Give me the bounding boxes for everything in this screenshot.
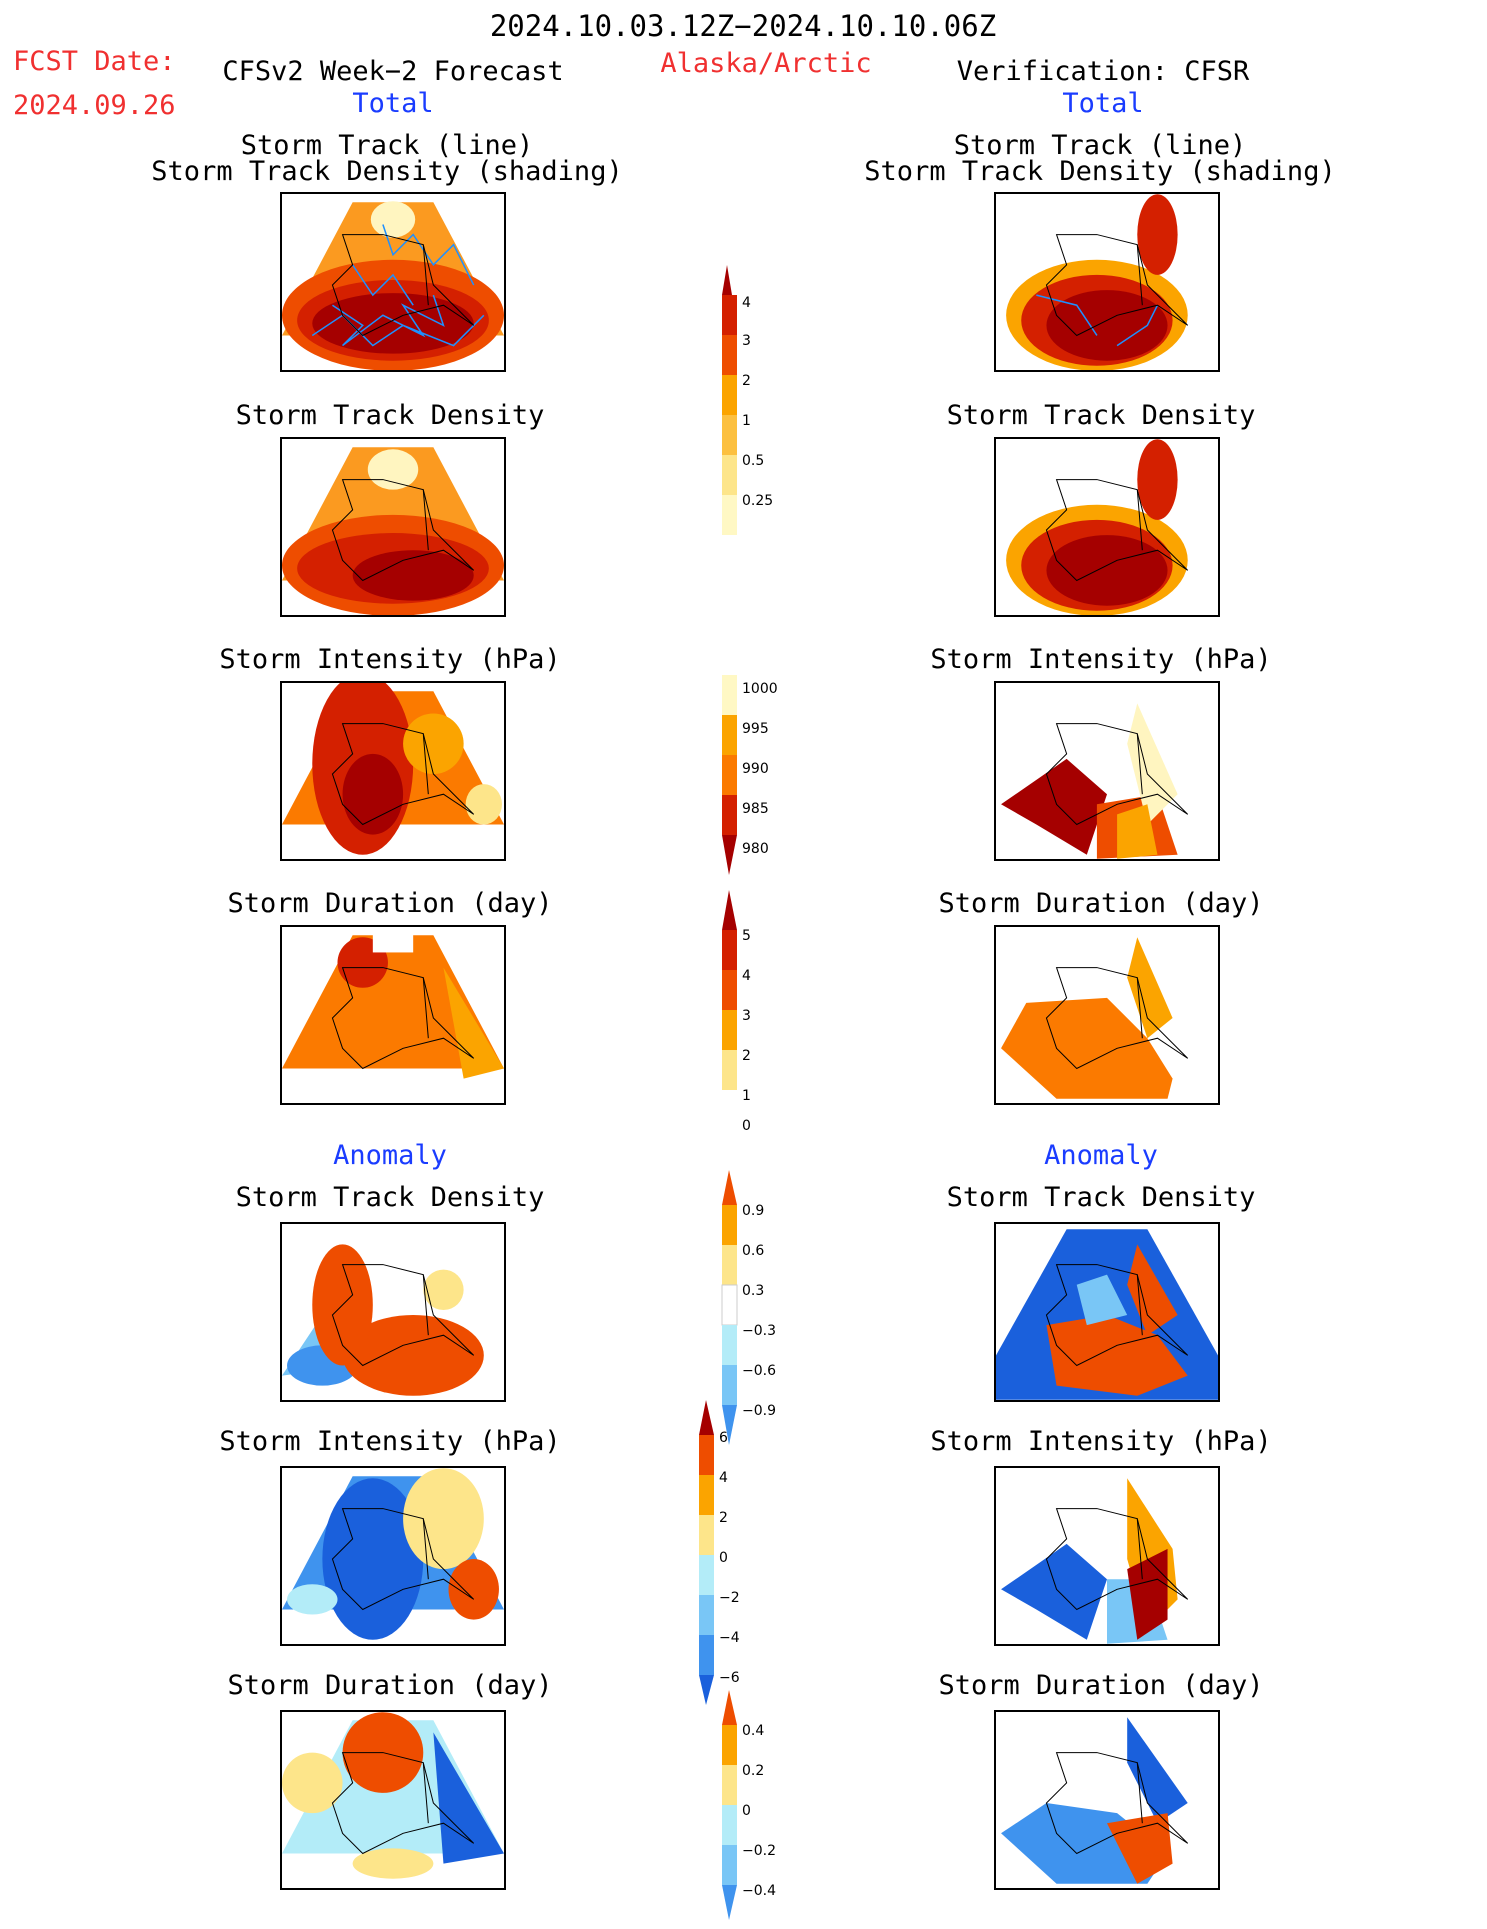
title-anom-intensity-right: Storm Intensity (hPa): [930, 1426, 1272, 1457]
cbar-label: 4: [742, 295, 751, 311]
cbar-label: 0: [742, 1118, 751, 1134]
cbar-label: 0.2: [742, 1763, 764, 1779]
map-verif-duration: [994, 925, 1220, 1105]
cbar-label: 0.5: [742, 453, 764, 469]
title-density-right: Storm Track Density: [946, 400, 1256, 431]
map-forecast-intensity: [280, 681, 506, 861]
title-anom-density-right: Storm Track Density: [946, 1182, 1256, 1213]
map-verif-density: [994, 437, 1220, 617]
cbar-label: 2: [742, 373, 751, 389]
cbar-label: 1: [742, 413, 751, 429]
cbar-label: 0.4: [742, 1723, 764, 1739]
time-range: 2024.10.03.12Z−2024.10.10.06Z: [489, 9, 997, 43]
cbar-label: 1000: [742, 681, 778, 697]
cbar-label: 995: [742, 721, 769, 737]
title-intensity-left: Storm Intensity (hPa): [219, 644, 561, 675]
map-forecast-anom-duration: [280, 1710, 506, 1890]
title-anom-density-left: Storm Track Density: [235, 1182, 545, 1213]
map-verif-track: [994, 192, 1220, 372]
title-track-shading-left: Storm Track Density (shading): [151, 156, 623, 187]
map-verif-anom-density: [994, 1222, 1220, 1402]
region-label: Alaska/Arctic: [660, 48, 872, 79]
map-verif-anom-duration: [994, 1710, 1220, 1890]
map-forecast-anom-intensity: [280, 1466, 506, 1646]
map-forecast-density: [280, 437, 506, 617]
colorbar-duration-total: 5 4 3 2 1 0: [722, 890, 812, 1134]
cbar-label: −0.2: [742, 1843, 776, 1859]
cbar-label: 0.25: [742, 493, 773, 509]
cbar-label: 3: [742, 1008, 751, 1024]
cbar-label: 2: [742, 1048, 751, 1064]
fcst-date-value: 2024.09.26: [13, 90, 176, 121]
map-forecast-anom-density: [280, 1222, 506, 1402]
cbar-label: −2: [719, 1590, 740, 1606]
title-density-left: Storm Track Density: [235, 400, 545, 431]
verification-title: Verification: CFSR: [956, 56, 1250, 87]
cbar-label: 0: [742, 1803, 751, 1819]
title-anom-duration-left: Storm Duration (day): [227, 1670, 553, 1701]
cbar-label: 1: [742, 1088, 751, 1104]
cbar-label: 985: [742, 801, 769, 817]
colorbar-duration-anom: 0.4 0.2 0 −0.2 −0.4: [722, 1690, 812, 1929]
map-forecast-duration: [280, 925, 506, 1105]
forecast-title: CFSv2 Week−2 Forecast: [222, 56, 564, 87]
title-duration-left: Storm Duration (day): [227, 888, 553, 919]
title-track-shading-right: Storm Track Density (shading): [864, 156, 1336, 187]
cbar-label: −0.4: [742, 1883, 776, 1899]
colorbar-density-total: 4 3 2 1 0.5 0.25: [722, 265, 812, 549]
cbar-label: 980: [742, 841, 769, 857]
cbar-label: −0.9: [742, 1403, 776, 1419]
cbar-label: 5: [742, 928, 751, 944]
cbar-label: 2: [719, 1510, 728, 1526]
verification-total-label: Total: [1062, 88, 1144, 119]
title-intensity-right: Storm Intensity (hPa): [930, 644, 1272, 675]
cbar-label: 0.6: [742, 1243, 764, 1259]
cbar-label: 0: [719, 1550, 728, 1566]
cbar-label: −0.3: [742, 1323, 776, 1339]
colorbar-intensity-total: 1000 995 990 985 980: [722, 675, 812, 919]
cbar-label: −6: [719, 1670, 740, 1686]
cbar-label: 4: [719, 1470, 728, 1486]
title-track-line-left: Storm Track (line): [240, 130, 534, 161]
colorbar-intensity-anom: 6 4 2 0 −2 −4 −6: [699, 1400, 789, 1714]
title-anom-duration-right: Storm Duration (day): [938, 1670, 1264, 1701]
cbar-label: 990: [742, 761, 769, 777]
colorbar-density-anom: 0.9 0.6 0.3 −0.3 −0.6 −0.9: [721, 1170, 812, 1454]
cbar-label: 3: [742, 333, 751, 349]
cbar-label: 0.3: [742, 1283, 764, 1299]
map-forecast-track: [280, 192, 506, 372]
fcst-date-label: FCST Date:: [13, 46, 176, 77]
cbar-label: −4: [719, 1630, 740, 1646]
forecast-total-label: Total: [352, 88, 434, 119]
cbar-label: 6: [719, 1430, 728, 1446]
anomaly-label-left: Anomaly: [333, 1140, 447, 1171]
map-verif-anom-intensity: [994, 1466, 1220, 1646]
title-track-line-right: Storm Track (line): [953, 130, 1247, 161]
cbar-label: 0.9: [742, 1203, 764, 1219]
title-anom-intensity-left: Storm Intensity (hPa): [219, 1426, 561, 1457]
anomaly-label-right: Anomaly: [1044, 1140, 1158, 1171]
title-duration-right: Storm Duration (day): [938, 888, 1264, 919]
map-verif-intensity: [994, 681, 1220, 861]
cbar-label: 4: [742, 968, 751, 984]
cbar-label: −0.6: [742, 1363, 776, 1379]
